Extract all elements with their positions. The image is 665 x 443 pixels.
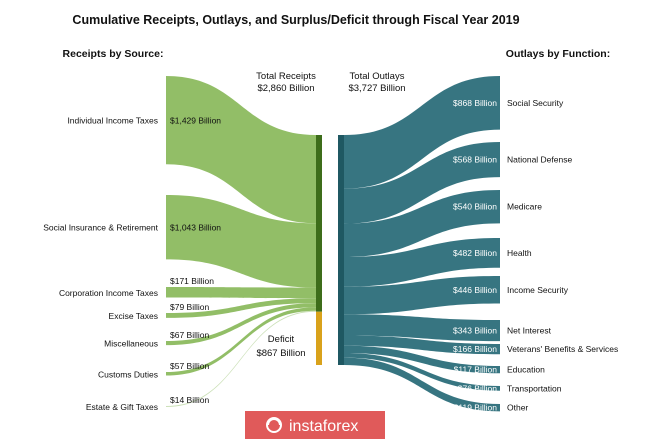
receipt-name-corporation-income-taxes: Corporation Income Taxes — [59, 288, 158, 298]
outlay-value-net-interest: $343 Billion — [453, 326, 497, 336]
watermark-logo-arc-icon — [267, 418, 281, 426]
receipt-name-individual-income-taxes: Individual Income Taxes — [67, 116, 158, 126]
outlay-value-veterans-benefits-services: $166 Billion — [453, 344, 497, 354]
chart-title: Cumulative Receipts, Outlays, and Surplu… — [72, 13, 519, 27]
receipt-value-corporation-income-taxes: $171 Billion — [170, 276, 214, 286]
center-bars — [316, 135, 344, 365]
receipt-value-individual-income-taxes: $1,429 Billion — [170, 116, 221, 126]
outlay-name-national-defense: National Defense — [507, 155, 572, 165]
total-outlays-label: Total Outlays — [350, 71, 405, 82]
receipt-name-excise-taxes: Excise Taxes — [109, 311, 158, 321]
receipt-value-social-insurance-retirement: $1,043 Billion — [170, 223, 221, 233]
outlay-name-health: Health — [507, 248, 532, 258]
receipt-flow-individual-income-taxes — [166, 76, 316, 224]
outlay-name-veterans-benefits-services: Veterans' Benefits & Services — [507, 344, 618, 354]
receipt-flow-social-insurance-retirement — [166, 195, 316, 288]
outlay-flow-other — [344, 357, 500, 412]
outlay-flow-veterans-benefits-services — [344, 335, 500, 355]
outlay-flow-education — [344, 345, 500, 374]
total-outlays-value: $3,727 Billion — [348, 83, 405, 94]
total-receipts-value: $2,860 Billion — [257, 83, 314, 94]
receipt-name-miscellaneous: Miscellaneous — [104, 339, 158, 349]
receipt-flow-excise-taxes — [166, 298, 316, 318]
receipts-total-bar — [316, 135, 322, 312]
outlay-flow-social-security — [344, 76, 500, 189]
outlay-value-health: $482 Billion — [453, 248, 497, 258]
receipt-name-customs-duties: Customs Duties — [98, 369, 158, 379]
outlay-flow-medicare — [344, 190, 500, 258]
outlays-total-bar — [338, 135, 344, 365]
outlays-heading: Outlays by Function: — [506, 48, 610, 60]
outlay-name-income-security: Income Security — [507, 285, 569, 295]
deficit-bar — [316, 311, 322, 365]
flow-labels: Individual Income Taxes $1,429 Billion Soc… — [43, 98, 618, 413]
outlay-value-other: $119 Billion — [454, 403, 498, 413]
outlay-flow-income-security — [344, 276, 500, 315]
outlay-flow-transportation — [344, 352, 500, 391]
flow-links — [166, 76, 500, 412]
outlay-name-medicare: Medicare — [507, 202, 542, 212]
outlay-value-social-security: $868 Billion — [453, 98, 497, 108]
receipt-flow-estate-gift-taxes — [166, 310, 316, 407]
receipt-value-miscellaneous: $67 Billion — [170, 330, 209, 340]
outlay-name-net-interest: Net Interest — [507, 326, 552, 336]
outlay-name-other: Other — [507, 403, 528, 413]
outlay-flow-health — [344, 238, 500, 287]
outlay-value-income-security: $446 Billion — [453, 285, 497, 295]
outlay-value-transportation: $76 Billion — [458, 383, 497, 393]
outlay-flow-national-defense — [344, 142, 500, 224]
watermark: instaforex — [245, 411, 385, 439]
outlay-value-national-defense: $568 Billion — [453, 155, 497, 165]
receipt-value-estate-gift-taxes: $14 Billion — [170, 395, 209, 405]
deficit-label: Deficit — [268, 334, 295, 345]
receipt-name-social-insurance-retirement: Social Insurance & Retirement — [43, 223, 158, 233]
total-receipts-label: Total Receipts — [256, 71, 316, 82]
receipt-value-customs-duties: $57 Billion — [170, 361, 209, 371]
receipt-flow-corporation-income-taxes — [166, 287, 316, 299]
watermark-text: instaforex — [289, 418, 358, 435]
receipts-heading: Receipts by Source: — [63, 48, 164, 60]
outlay-name-social-security: Social Security — [507, 98, 564, 108]
outlay-value-medicare: $540 Billion — [453, 202, 497, 212]
outlay-name-education: Education — [507, 365, 545, 375]
receipt-value-excise-taxes: $79 Billion — [170, 302, 209, 312]
receipt-name-estate-gift-taxes: Estate & Gift Taxes — [86, 402, 158, 412]
deficit-value: $867 Billion — [256, 348, 305, 359]
outlay-value-education: $117 Billion — [454, 365, 498, 375]
outlay-flow-net-interest — [344, 314, 500, 342]
receipt-flow-miscellaneous — [166, 303, 316, 346]
outlay-name-transportation: Transportation — [507, 383, 562, 393]
receipt-flow-customs-duties — [166, 307, 316, 376]
